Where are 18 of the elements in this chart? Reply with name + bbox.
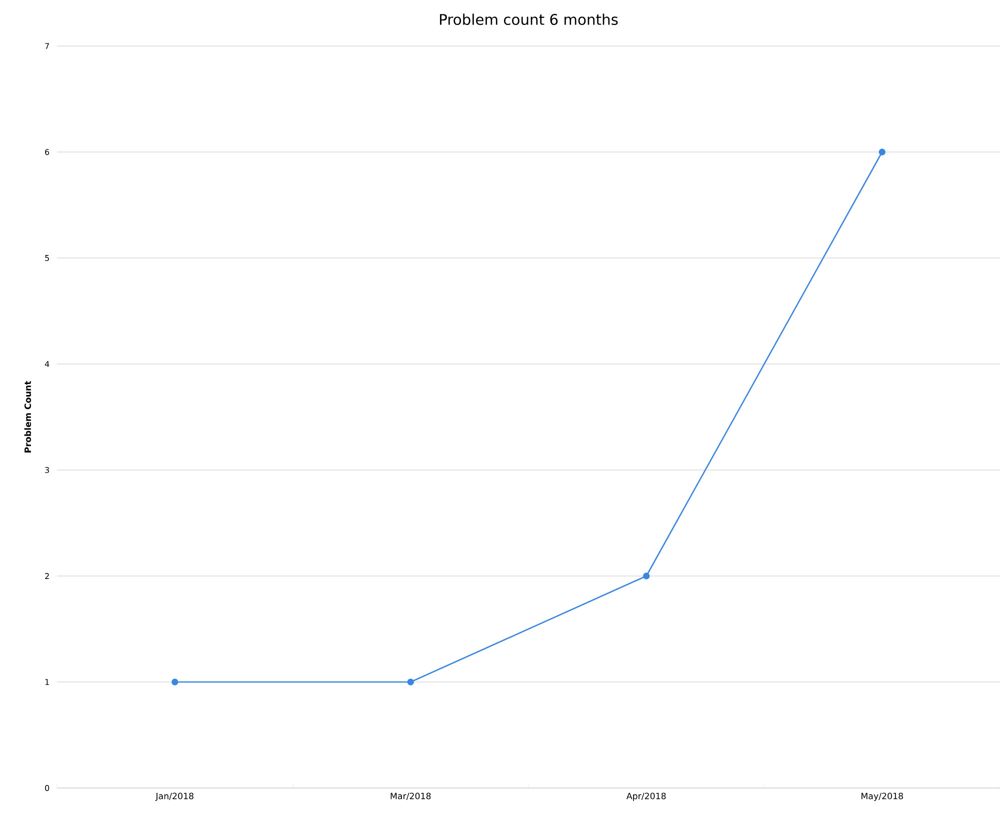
y-tick-label: 6 <box>45 148 50 156</box>
y-tick-label: 4 <box>44 361 50 367</box>
y-tick-label: 7 <box>45 43 49 49</box>
y-tick-label: 0 <box>45 784 50 792</box>
point <box>407 678 414 686</box>
x-tick-label: Apr/2018 <box>626 792 666 801</box>
point <box>172 678 178 686</box>
chart-title: Problem count 6 months <box>440 14 618 26</box>
y-tick-label: 3 <box>45 466 49 474</box>
y-tick-label: 2 <box>45 573 49 579</box>
x-tick-label: Jan/2018 <box>155 792 194 801</box>
x-tick-label: Mar/2018 <box>390 792 431 800</box>
x-tick-label: May/2018 <box>862 792 903 801</box>
y-tick-label: 5 <box>45 255 49 261</box>
y-tick-label: 1 <box>45 679 49 685</box>
y-axis-title: Problem Count <box>24 380 32 452</box>
point <box>878 148 886 156</box>
point <box>643 572 650 580</box>
